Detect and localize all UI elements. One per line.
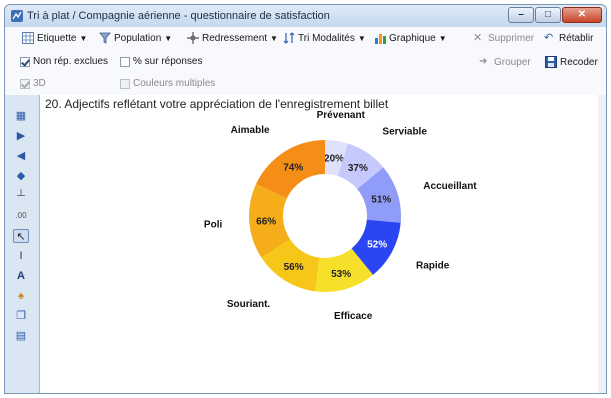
left-right-arrow-icon[interactable]: ◆ xyxy=(16,170,26,182)
tri-modalites-label: Tri Modalités xyxy=(298,32,355,44)
pct-sur-reponses-checkbox[interactable]: % sur réponses xyxy=(120,56,202,67)
slice-value-label: 20% xyxy=(324,154,344,165)
app-window: Tri à plat / Compagnie aérienne - questi… xyxy=(4,4,607,394)
side-toolbar: ▦ ▶ ◀ ◆ ┴ .00 ↖ I A ♠ ❐ ▤ xyxy=(5,95,40,393)
decimals-icon[interactable]: .00 xyxy=(15,211,27,220)
slice-value-label: 37% xyxy=(348,163,368,174)
population-label: Population xyxy=(114,32,162,44)
slice-value-label: 74% xyxy=(283,162,303,173)
layout-icon[interactable]: ▤ xyxy=(15,330,27,342)
non-rep-exclues-checkbox[interactable]: Non rép. exclues xyxy=(20,56,108,67)
chevron-down-icon: ▼ xyxy=(357,33,366,43)
etiquette-menu[interactable]: Etiquette ▼ xyxy=(22,32,87,44)
redressement-menu[interactable]: Redressement ▼ xyxy=(187,32,278,44)
slice-value-label: 66% xyxy=(256,216,276,227)
window-controls: – □ ✕ xyxy=(507,7,602,24)
slice-value-label: 56% xyxy=(284,262,304,273)
couleurs-multiples-checkbox[interactable]: Couleurs multiples xyxy=(120,78,215,89)
undo-icon: ↶ xyxy=(544,32,554,44)
slice-category-label: Prévenant xyxy=(317,110,366,121)
table-icon xyxy=(22,32,34,44)
window-title: Tri à plat / Compagnie aérienne - questi… xyxy=(27,10,330,22)
slice-category-label: Souriant. xyxy=(227,299,271,310)
delete-icon: ✕ xyxy=(473,32,483,44)
funnel-icon xyxy=(99,32,111,44)
slice-value-label: 52% xyxy=(367,240,387,251)
pct-sur-reponses-label: % sur réponses xyxy=(133,56,203,67)
grouper-label: Grouper xyxy=(494,56,531,68)
crosshair-icon xyxy=(187,32,199,44)
donut-slice[interactable] xyxy=(325,140,348,176)
app-icon xyxy=(11,10,23,22)
grouper-button[interactable]: ➜ Grouper xyxy=(479,56,531,68)
title-bar[interactable]: Tri à plat / Compagnie aérienne - questi… xyxy=(5,5,606,27)
slice-category-label: Rapide xyxy=(416,260,450,271)
slice-category-label: Accueillant xyxy=(423,181,477,192)
maximize-icon: □ xyxy=(544,9,552,20)
non-rep-exclues-label: Non rép. exclues xyxy=(33,56,109,67)
donut-slice[interactable] xyxy=(351,219,401,275)
text-cursor-icon[interactable]: I xyxy=(19,250,23,262)
minimize-icon: – xyxy=(518,9,524,20)
donut-slice[interactable] xyxy=(337,143,384,190)
donut-slice[interactable] xyxy=(315,248,374,292)
checkbox-icon xyxy=(20,56,30,67)
arrow-right-icon: ➜ xyxy=(479,56,488,67)
population-menu[interactable]: Population ▼ xyxy=(99,32,172,44)
chevron-down-icon: ▼ xyxy=(79,33,88,43)
redressement-label: Redressement xyxy=(202,32,268,44)
axis-icon[interactable]: ┴ xyxy=(17,190,25,202)
donut-slice[interactable] xyxy=(249,184,290,258)
checkbox-icon xyxy=(20,78,30,89)
slice-category-label: Poli xyxy=(204,220,223,231)
toolbar: Etiquette ▼ Population ▼ Redressement ▼ Tri… xyxy=(5,27,606,96)
pointer-icon[interactable]: ↖ xyxy=(13,229,29,243)
retablir-label: Rétablir xyxy=(559,32,594,44)
chart-area: 20. Adjectifs reflétant votre appréciati… xyxy=(40,95,606,393)
slice-value-label: 53% xyxy=(331,269,351,280)
table-view-icon[interactable]: ▦ xyxy=(15,110,27,122)
slice-category-label: Serviable xyxy=(382,126,427,137)
recoder-button[interactable]: Recoder xyxy=(545,56,598,68)
slice-category-label: Efficace xyxy=(334,311,373,322)
donut-chart: 20% Prévenant 37% Serviable 51% Accueillant 52… xyxy=(204,110,477,322)
vertical-scrollbar[interactable] xyxy=(598,95,606,393)
graphique-label: Graphique xyxy=(389,32,436,44)
copy-icon[interactable]: ❐ xyxy=(16,310,26,322)
question-title: 20. Adjectifs reflétant votre appréciati… xyxy=(45,97,389,111)
font-icon[interactable]: A xyxy=(17,270,25,282)
chevron-down-icon: ▼ xyxy=(270,33,278,43)
donut-slice[interactable] xyxy=(261,239,320,292)
arrow-right-icon[interactable]: ▶ xyxy=(16,130,26,142)
tri-modalites-menu[interactable]: Tri Modalités ▼ xyxy=(283,32,366,44)
arrow-left-icon[interactable]: ◀ xyxy=(16,150,26,162)
donut-slice[interactable] xyxy=(256,140,325,199)
close-button[interactable]: ✕ xyxy=(562,7,602,23)
checkbox-icon xyxy=(120,56,130,67)
retablir-button[interactable]: ↶ Rétablir xyxy=(544,32,593,44)
chevron-down-icon: ▼ xyxy=(438,33,447,43)
close-icon: ✕ xyxy=(577,9,587,20)
sort-icon xyxy=(283,32,295,44)
slice-value-label: 51% xyxy=(371,194,391,205)
three-d-label: 3D xyxy=(33,78,46,89)
graphique-menu[interactable]: Graphique ▼ xyxy=(374,32,447,44)
checkbox-icon xyxy=(120,78,130,89)
recoder-label: Recoder xyxy=(560,56,598,68)
save-icon xyxy=(545,56,557,68)
slice-category-label: Aimable xyxy=(231,125,270,136)
paint-icon[interactable]: ♠ xyxy=(18,290,24,302)
supprimer-button[interactable]: ✕ Supprimer xyxy=(473,32,534,44)
donut-slice[interactable] xyxy=(357,167,401,223)
three-d-checkbox[interactable]: 3D xyxy=(20,78,46,89)
maximize-button[interactable]: □ xyxy=(535,7,561,23)
chevron-down-icon: ▼ xyxy=(164,33,173,43)
minimize-button[interactable]: – xyxy=(508,7,534,23)
etiquette-label: Etiquette xyxy=(37,32,77,44)
supprimer-label: Supprimer xyxy=(488,32,535,44)
couleurs-multiples-label: Couleurs multiples xyxy=(133,78,216,89)
bar-chart-icon xyxy=(375,34,386,44)
